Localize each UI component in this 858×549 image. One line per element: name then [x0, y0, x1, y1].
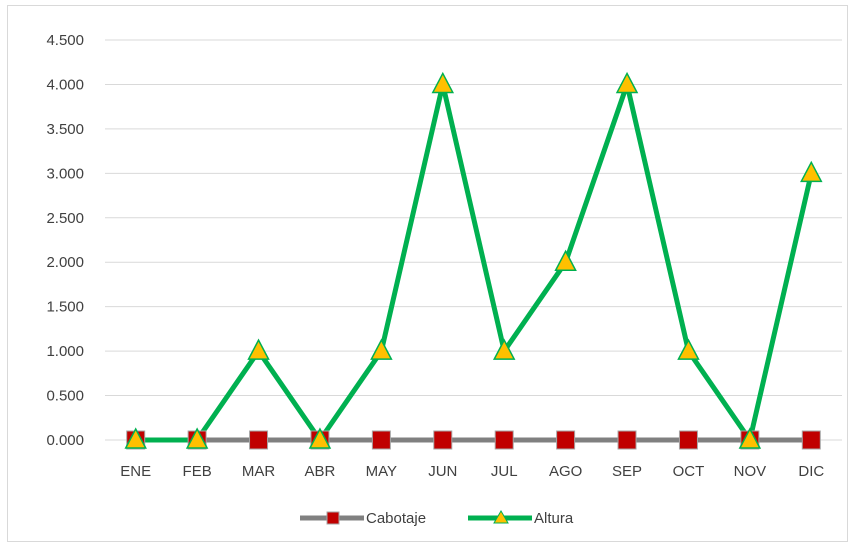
x-tick-label: NOV	[734, 463, 767, 480]
data-point-cabotaje	[617, 430, 637, 450]
legend-label: Cabotaje	[366, 510, 426, 527]
data-point-cabotaje	[556, 430, 576, 450]
x-tick-label: MAR	[242, 463, 276, 480]
data-point-altura	[738, 427, 762, 449]
y-tick-label: 0.500	[46, 388, 84, 405]
x-tick-label: ABR	[305, 463, 336, 480]
gridlines	[105, 39, 842, 441]
x-tick-label: OCT	[673, 463, 705, 480]
y-tick-label: 3.000	[46, 165, 84, 182]
data-point-altura	[247, 338, 270, 360]
data-point-cabotaje	[678, 430, 698, 450]
data-point-cabotaje	[371, 430, 391, 450]
y-tick-label: 0.000	[46, 432, 84, 449]
x-tick-label: JUN	[428, 463, 457, 480]
data-point-altura	[431, 71, 455, 94]
data-point-altura	[492, 338, 516, 360]
y-tick-label: 4.500	[46, 32, 84, 49]
x-tick-label: MAY	[366, 463, 397, 480]
legend: Cabotaje Altura	[300, 510, 574, 527]
data-point-altura	[370, 338, 393, 360]
legend-label: Altura	[534, 510, 574, 527]
y-tick-label: 2.500	[46, 210, 84, 227]
x-tick-label: JUL	[491, 463, 518, 480]
legend-marker	[326, 511, 340, 525]
series-layer	[124, 71, 823, 450]
data-point-cabotaje	[433, 430, 453, 450]
data-point-altura	[185, 427, 209, 449]
data-point-altura	[554, 249, 577, 271]
x-tick-label: SEP	[612, 463, 642, 480]
x-tick-label: ENE	[120, 463, 151, 480]
y-tick-label: 3.500	[46, 121, 84, 138]
series-line-altura	[133, 81, 814, 443]
y-tick-label: 1.500	[46, 299, 84, 316]
data-point-altura	[124, 427, 147, 449]
data-point-cabotaje	[801, 430, 821, 450]
data-point-cabotaje	[249, 430, 269, 450]
y-tick-label: 2.000	[46, 254, 84, 271]
data-point-altura	[615, 71, 639, 94]
data-point-altura	[677, 338, 700, 360]
data-point-altura	[800, 160, 823, 183]
data-point-cabotaje	[494, 430, 514, 450]
chart-frame	[7, 5, 848, 542]
y-tick-label: 1.000	[46, 343, 84, 360]
y-axis-ticks: 0.000 0.500 1.000 1.500 2.000 2.500 3.000 3.500…	[46, 32, 84, 449]
x-tick-label: AGO	[549, 463, 582, 480]
legend-marker	[493, 510, 509, 524]
y-tick-label: 4.000	[46, 76, 84, 93]
x-tick-label: DIC	[798, 463, 824, 480]
x-axis-ticks: ENE FEB MAR ABR MAY JUN JUL AGO SEP OCT NOV DIC	[120, 463, 824, 480]
x-tick-label: FEB	[183, 463, 212, 480]
data-point-altura	[308, 427, 332, 449]
